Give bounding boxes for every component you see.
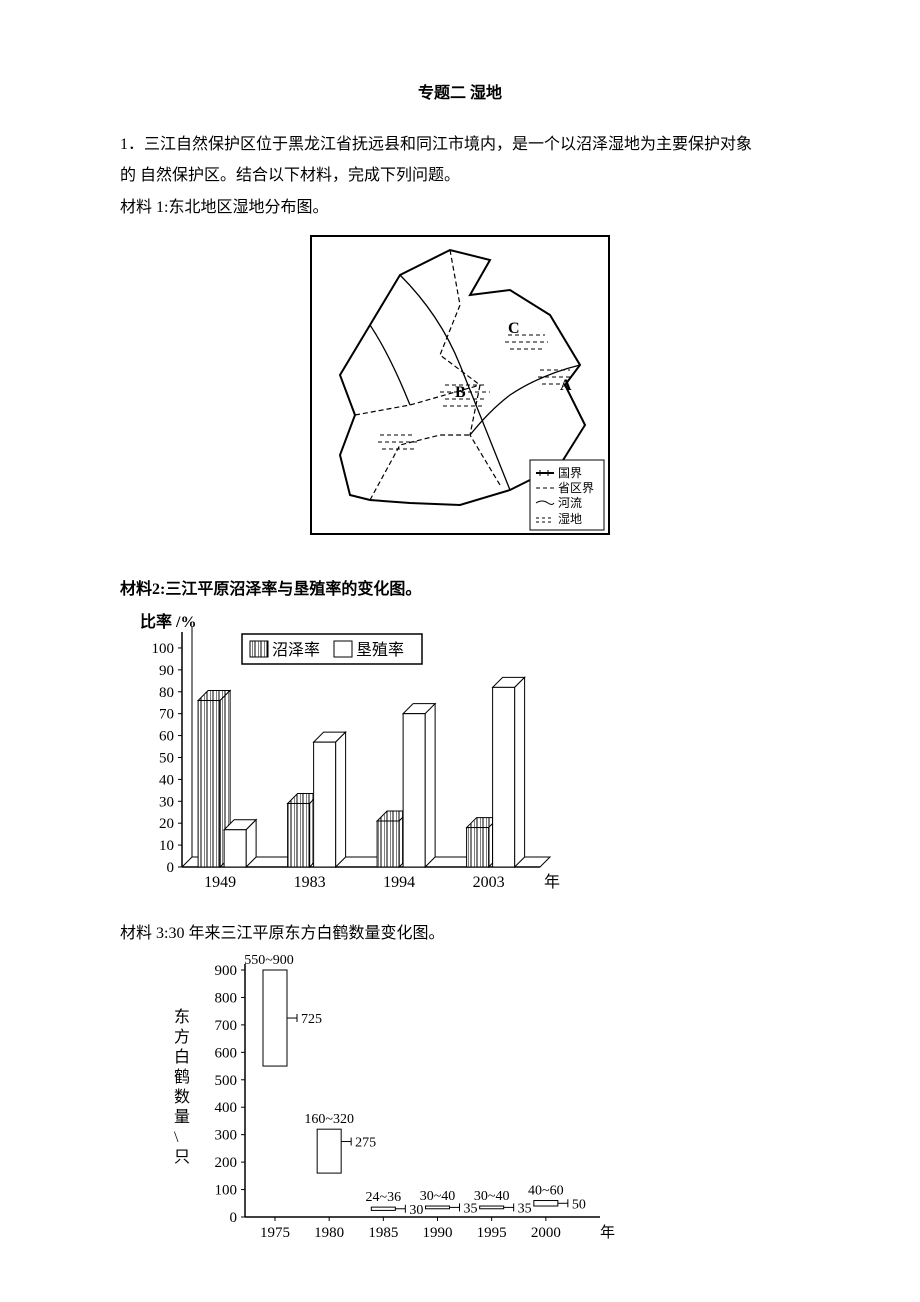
svg-text:100: 100 (215, 1182, 238, 1198)
svg-text:900: 900 (215, 963, 238, 979)
svg-text:10: 10 (159, 838, 174, 854)
svg-text:东: 东 (174, 1008, 190, 1026)
map-figure: C A B 国界 省区界 河流 湿地 (310, 235, 610, 535)
svg-text:200: 200 (215, 1155, 238, 1171)
svg-text:30~40: 30~40 (420, 1189, 456, 1204)
svg-text:白: 白 (174, 1048, 190, 1066)
svg-text:1975: 1975 (260, 1225, 290, 1241)
svg-text:年: 年 (600, 1224, 615, 1241)
svg-text:0: 0 (230, 1210, 238, 1226)
svg-text:垦殖率: 垦殖率 (356, 641, 404, 659)
bar-chart-2: 比率 /% 0 10 20 30 40 50 60 70 80 90 100 沼泽率 垦殖率 1949 198… (120, 607, 560, 907)
svg-text:30~40: 30~40 (474, 1189, 510, 1204)
svg-text:30: 30 (159, 794, 174, 810)
question-1-line2: 的 自然保护区。结合以下材料，完成下列问题。 (120, 162, 800, 189)
svg-text:方: 方 (174, 1028, 190, 1046)
svg-text:80: 80 (159, 685, 174, 701)
material-3-caption: 材料 3:30 年来三江平原东方白鹤数量变化图。 (120, 920, 800, 947)
svg-text:沼泽率: 沼泽率 (272, 641, 320, 659)
svg-text:725: 725 (301, 1012, 322, 1027)
svg-text:鹤: 鹤 (174, 1068, 190, 1086)
map-legend: 国界 省区界 河流 湿地 (530, 460, 604, 530)
svg-text:\: \ (174, 1129, 179, 1146)
svg-text:1994: 1994 (383, 874, 415, 891)
svg-text:河流: 河流 (558, 496, 582, 510)
svg-text:40~60: 40~60 (528, 1183, 564, 1198)
map-label-a: A (560, 377, 572, 394)
svg-text:600: 600 (215, 1045, 238, 1061)
page-title: 专题二 湿地 (120, 80, 800, 107)
svg-text:2000: 2000 (531, 1225, 561, 1241)
svg-text:20: 20 (159, 816, 174, 832)
svg-text:湿地: 湿地 (558, 511, 582, 526)
map-label-b: B (455, 384, 466, 401)
svg-text:50: 50 (572, 1197, 586, 1212)
svg-text:50: 50 (159, 751, 174, 767)
svg-text:1985: 1985 (368, 1225, 398, 1241)
svg-text:1983: 1983 (294, 874, 326, 891)
svg-text:2003: 2003 (473, 874, 505, 891)
svg-text:1995: 1995 (477, 1225, 507, 1241)
svg-text:30: 30 (409, 1202, 423, 1217)
svg-text:年: 年 (544, 873, 560, 891)
svg-text:400: 400 (215, 1100, 238, 1116)
svg-text:300: 300 (215, 1127, 238, 1143)
svg-text:1980: 1980 (314, 1225, 344, 1241)
svg-text:只: 只 (174, 1149, 190, 1166)
svg-text:省区界: 省区界 (558, 481, 594, 495)
svg-text:40: 40 (159, 773, 174, 789)
svg-text:550~900: 550~900 (244, 953, 294, 968)
svg-text:数: 数 (174, 1088, 190, 1106)
svg-text:700: 700 (215, 1017, 238, 1033)
svg-text:35: 35 (518, 1201, 532, 1216)
question-1-line1: 1．三江自然保护区位于黑龙江省抚远县和同江市境内，是一个以沼泽湿地为主要保护对象 (120, 131, 800, 158)
map-label-c: C (508, 320, 520, 337)
svg-text:比率 /%: 比率 /% (140, 612, 196, 631)
svg-text:60: 60 (159, 729, 174, 745)
svg-text:国界: 国界 (558, 466, 582, 480)
svg-text:800: 800 (215, 990, 238, 1006)
bar-chart-3: 东方白鹤数量 \ 只 0 100 200 300 400 500 600 700 800 900 550~… (160, 952, 620, 1252)
svg-text:1990: 1990 (423, 1225, 453, 1241)
svg-text:24~36: 24~36 (366, 1190, 402, 1205)
svg-text:70: 70 (159, 707, 174, 723)
svg-text:275: 275 (355, 1135, 376, 1150)
svg-text:0: 0 (167, 860, 175, 876)
svg-text:90: 90 (159, 663, 174, 679)
svg-text:1949: 1949 (204, 874, 236, 891)
svg-text:100: 100 (152, 641, 175, 657)
svg-text:量: 量 (174, 1109, 190, 1126)
material-1-caption: 材料 1:东北地区湿地分布图。 (120, 194, 800, 221)
material-2-caption: 材料2:三江平原沼泽率与垦殖率的变化图。 (120, 576, 800, 603)
svg-text:160~320: 160~320 (304, 1112, 354, 1127)
svg-text:500: 500 (215, 1072, 238, 1088)
